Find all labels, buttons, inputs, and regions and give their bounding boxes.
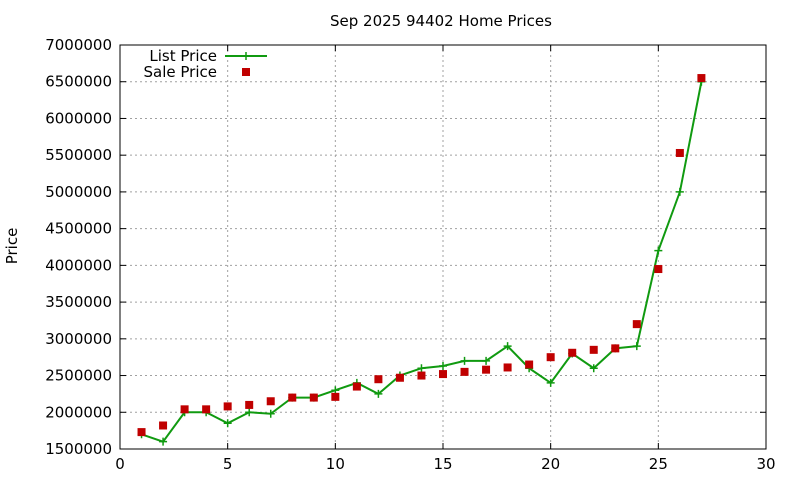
x-tick-label: 25 (649, 455, 668, 473)
sale-price-point (632, 320, 641, 329)
x-axis-ticks: 0 5 10 15 20 25 30 (115, 45, 776, 473)
list-price-point (439, 361, 447, 370)
y-tick-label: 5500000 (45, 146, 112, 164)
x-tick-label: 0 (115, 455, 125, 473)
y-tick-label: 2500000 (45, 367, 112, 385)
sale-price-point (374, 375, 383, 384)
sale-price-point (460, 367, 469, 376)
legend-label: Sale Price (144, 63, 217, 81)
sale-price-point (417, 371, 426, 380)
list-price-point (482, 356, 491, 365)
series-0 (137, 77, 706, 446)
y-tick-label: 4500000 (45, 220, 112, 238)
sale-price-point (568, 348, 577, 357)
y-tick-label: 7000000 (45, 36, 112, 54)
sale-price-point (266, 397, 275, 406)
list-price-point (266, 409, 275, 418)
list-price-point (417, 364, 426, 373)
sale-price-point (245, 400, 254, 409)
list-price-point (654, 246, 663, 255)
y-tick-label: 6500000 (45, 73, 112, 91)
list-price-line (141, 81, 703, 443)
list-price-point (159, 437, 168, 446)
list-price-point (374, 389, 383, 398)
sale-price-point (223, 402, 232, 411)
sale-price-point (611, 344, 620, 353)
sale-price-point (159, 421, 168, 430)
x-tick-label: 20 (541, 455, 560, 473)
y-axis-ticks: 1500000 2000000 2500000 3000000 3500000 40000… (45, 36, 766, 458)
sale-price-point (439, 370, 447, 379)
list-price-point (675, 187, 684, 196)
list-price-point (503, 342, 512, 351)
y-tick-label: 5000000 (45, 183, 112, 201)
list-price-point (223, 419, 232, 428)
sale-price-point (288, 393, 297, 402)
sale-price-point (352, 382, 361, 391)
sale-price-point (331, 392, 340, 401)
plot-series (137, 74, 706, 446)
legend-square-swatch (242, 68, 250, 76)
list-price-point (245, 408, 254, 417)
sale-price-point (309, 393, 318, 402)
list-price-point (589, 364, 598, 373)
x-tick-label: 30 (756, 455, 775, 473)
sale-price-point (697, 74, 706, 83)
plot-frame (119, 44, 767, 450)
y-tick-label: 2000000 (45, 403, 112, 421)
sale-price-point (503, 363, 512, 372)
sale-price-point (675, 148, 684, 157)
y-axis-label: Price (3, 228, 21, 265)
y-tick-label: 6000000 (45, 109, 112, 127)
sale-price-point (546, 353, 555, 362)
sale-price-point (202, 405, 211, 414)
legend-label: List Price (149, 47, 217, 65)
sale-price-point (589, 345, 598, 354)
y-tick-label: 1500000 (45, 440, 112, 458)
chart-title: Sep 2025 94402 Home Prices (330, 12, 552, 30)
sale-price-point (482, 365, 491, 374)
y-tick-label: 4000000 (45, 256, 112, 274)
x-tick-label: 5 (223, 455, 233, 473)
sale-price-point (525, 360, 534, 369)
sale-price-point (395, 373, 404, 382)
list-price-point (460, 356, 469, 365)
x-tick-label: 10 (326, 455, 345, 473)
y-tick-label: 3000000 (45, 330, 112, 348)
sale-price-point (654, 265, 663, 274)
sale-price-point (180, 405, 189, 414)
list-price-point (632, 342, 641, 351)
list-price-point (546, 378, 555, 387)
x-tick-label: 15 (433, 455, 452, 473)
series-1 (137, 74, 706, 437)
y-tick-label: 3500000 (45, 293, 112, 311)
sale-price-point (137, 428, 146, 437)
grid-lines (120, 45, 766, 449)
legend-plus-swatch (242, 52, 250, 60)
